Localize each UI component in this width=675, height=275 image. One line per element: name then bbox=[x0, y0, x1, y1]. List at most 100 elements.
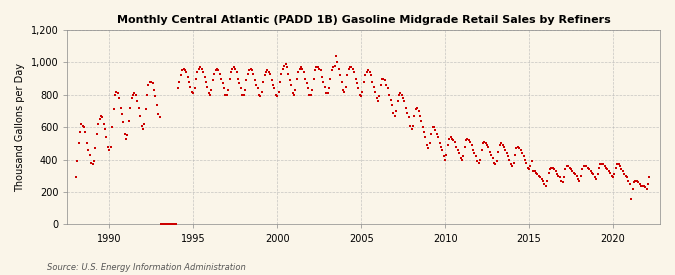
Point bbox=[537, 178, 548, 183]
Point bbox=[146, 80, 157, 84]
Point bbox=[418, 130, 429, 134]
Point bbox=[389, 114, 400, 118]
Point bbox=[364, 70, 375, 74]
Point bbox=[627, 187, 638, 191]
Point bbox=[174, 80, 185, 84]
Point bbox=[423, 146, 434, 150]
Point bbox=[536, 177, 547, 181]
Point bbox=[132, 99, 142, 103]
Point bbox=[327, 68, 338, 73]
Point bbox=[516, 151, 527, 155]
Point bbox=[266, 78, 277, 82]
Point bbox=[524, 167, 535, 172]
Point bbox=[643, 182, 653, 186]
Point bbox=[157, 222, 168, 227]
Point bbox=[631, 178, 642, 183]
Point bbox=[554, 175, 565, 180]
Point bbox=[468, 148, 479, 152]
Point bbox=[125, 106, 136, 110]
Point bbox=[479, 140, 489, 144]
Point bbox=[456, 157, 467, 162]
Point bbox=[623, 178, 634, 183]
Point bbox=[310, 68, 321, 73]
Point bbox=[78, 123, 88, 128]
Point bbox=[168, 222, 179, 227]
Point bbox=[553, 174, 564, 178]
Point bbox=[543, 170, 554, 175]
Point bbox=[265, 72, 275, 76]
Point bbox=[434, 141, 445, 146]
Point bbox=[562, 164, 572, 168]
Point bbox=[567, 169, 578, 173]
Point bbox=[349, 70, 360, 74]
Point bbox=[259, 73, 270, 78]
Point bbox=[489, 161, 500, 165]
Point bbox=[412, 106, 423, 110]
Point bbox=[217, 81, 228, 86]
Point bbox=[551, 172, 562, 177]
Point bbox=[430, 128, 441, 133]
Point bbox=[251, 83, 262, 87]
Point bbox=[476, 148, 487, 152]
Point bbox=[171, 222, 182, 227]
Point bbox=[610, 166, 621, 170]
Point bbox=[164, 222, 175, 227]
Point bbox=[589, 175, 600, 180]
Point bbox=[342, 73, 352, 78]
Point bbox=[90, 146, 101, 150]
Point bbox=[360, 73, 371, 78]
Point bbox=[126, 96, 137, 100]
Point bbox=[70, 175, 81, 180]
Point bbox=[572, 177, 583, 181]
Point bbox=[384, 93, 395, 97]
Point bbox=[420, 135, 431, 139]
Point bbox=[143, 83, 154, 87]
Point bbox=[361, 70, 372, 74]
Point bbox=[122, 133, 133, 138]
Point bbox=[252, 86, 263, 90]
Point bbox=[181, 70, 192, 74]
Point bbox=[533, 174, 544, 178]
Point bbox=[195, 65, 206, 69]
Point bbox=[470, 154, 481, 159]
Point bbox=[429, 125, 439, 130]
Point bbox=[84, 153, 95, 157]
Point bbox=[321, 91, 331, 95]
Point bbox=[331, 54, 342, 58]
Point bbox=[317, 75, 327, 79]
Point bbox=[221, 93, 232, 97]
Point bbox=[568, 170, 579, 175]
Point bbox=[83, 148, 94, 152]
Point bbox=[308, 76, 319, 81]
Point bbox=[118, 120, 129, 125]
Point bbox=[277, 67, 288, 71]
Point bbox=[254, 93, 265, 97]
Point bbox=[159, 222, 169, 227]
Point bbox=[377, 76, 387, 81]
Y-axis label: Thousand Gallons per Day: Thousand Gallons per Day bbox=[15, 63, 25, 192]
Point bbox=[101, 135, 112, 139]
Point bbox=[566, 167, 576, 172]
Point bbox=[640, 185, 651, 189]
Point bbox=[425, 141, 435, 146]
Point bbox=[362, 68, 373, 73]
Point bbox=[344, 65, 355, 69]
Point bbox=[256, 89, 267, 94]
Point bbox=[426, 131, 437, 136]
Point bbox=[454, 151, 464, 155]
Point bbox=[599, 164, 610, 168]
Point bbox=[578, 164, 589, 168]
Point bbox=[406, 126, 417, 131]
Point bbox=[494, 143, 505, 147]
Point bbox=[271, 93, 281, 97]
Point bbox=[358, 80, 369, 84]
Point bbox=[437, 148, 448, 152]
Point bbox=[184, 80, 194, 84]
Point bbox=[483, 144, 494, 149]
Point bbox=[451, 144, 462, 149]
Point bbox=[88, 159, 99, 163]
Point bbox=[477, 141, 488, 146]
Point bbox=[541, 183, 551, 188]
Point bbox=[161, 222, 172, 227]
Point bbox=[242, 72, 253, 76]
